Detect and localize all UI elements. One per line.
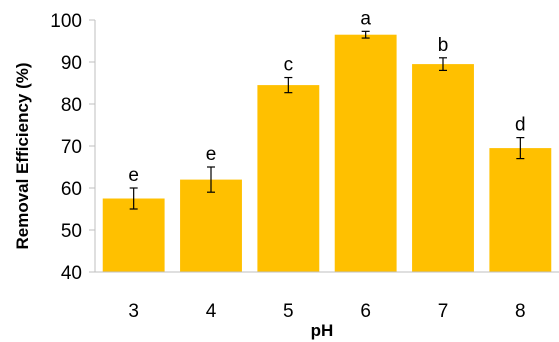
tick-labels-layer: 3 4 5 6 7 8 40 50 60 70 80 90 100 [50,11,525,322]
x-tick-label-8: 8 [515,301,526,322]
error-bar-ph-8 [516,137,525,160]
x-tick-label-4: 4 [206,301,217,322]
y-tick-label-50: 50 [61,221,82,242]
y-tick-label-40: 40 [61,263,82,284]
x-axis-title: pH [311,321,334,340]
bars-layer [102,34,552,273]
bar-ph-7 [412,64,474,272]
error-bar-ph-7 [439,57,447,72]
x-tick-label-5: 5 [283,301,294,322]
error-bar-ph-6 [361,30,370,39]
y-tick-label-60: 60 [61,179,82,200]
x-tick-label-6: 6 [360,301,371,322]
significance-letter-ph-8: d [515,115,526,136]
bar-ph-6 [334,34,397,273]
y-tick-label-90: 90 [61,53,82,74]
error-bars-layer [129,30,525,210]
y-tick-label-70: 70 [61,137,82,158]
significance-letter-ph-5: c [284,55,294,76]
bar-ph-4 [180,179,242,272]
x-tick-label-7: 7 [438,301,449,322]
y-axis-title: Removal Efficiency (%) [13,62,32,249]
error-bar-ph-4 [207,166,215,193]
error-bar-ph-5 [284,76,293,94]
significance-letter-ph-6: a [360,8,371,29]
error-bar-ph-3 [129,187,138,210]
bar-ph-5 [257,85,320,272]
x-tick-label-3: 3 [128,301,139,322]
bar-ph-8 [489,148,552,272]
y-tick-label-80: 80 [61,95,82,116]
significance-letter-ph-7: b [438,35,449,56]
axes-layer [89,19,559,273]
significance-letter-ph-3: e [128,165,139,186]
bar-ph-3 [102,198,165,272]
significance-letters-layer: e e c a b d [128,8,525,186]
significance-letter-ph-4: e [206,144,217,165]
y-tick-label-100: 100 [50,11,82,32]
